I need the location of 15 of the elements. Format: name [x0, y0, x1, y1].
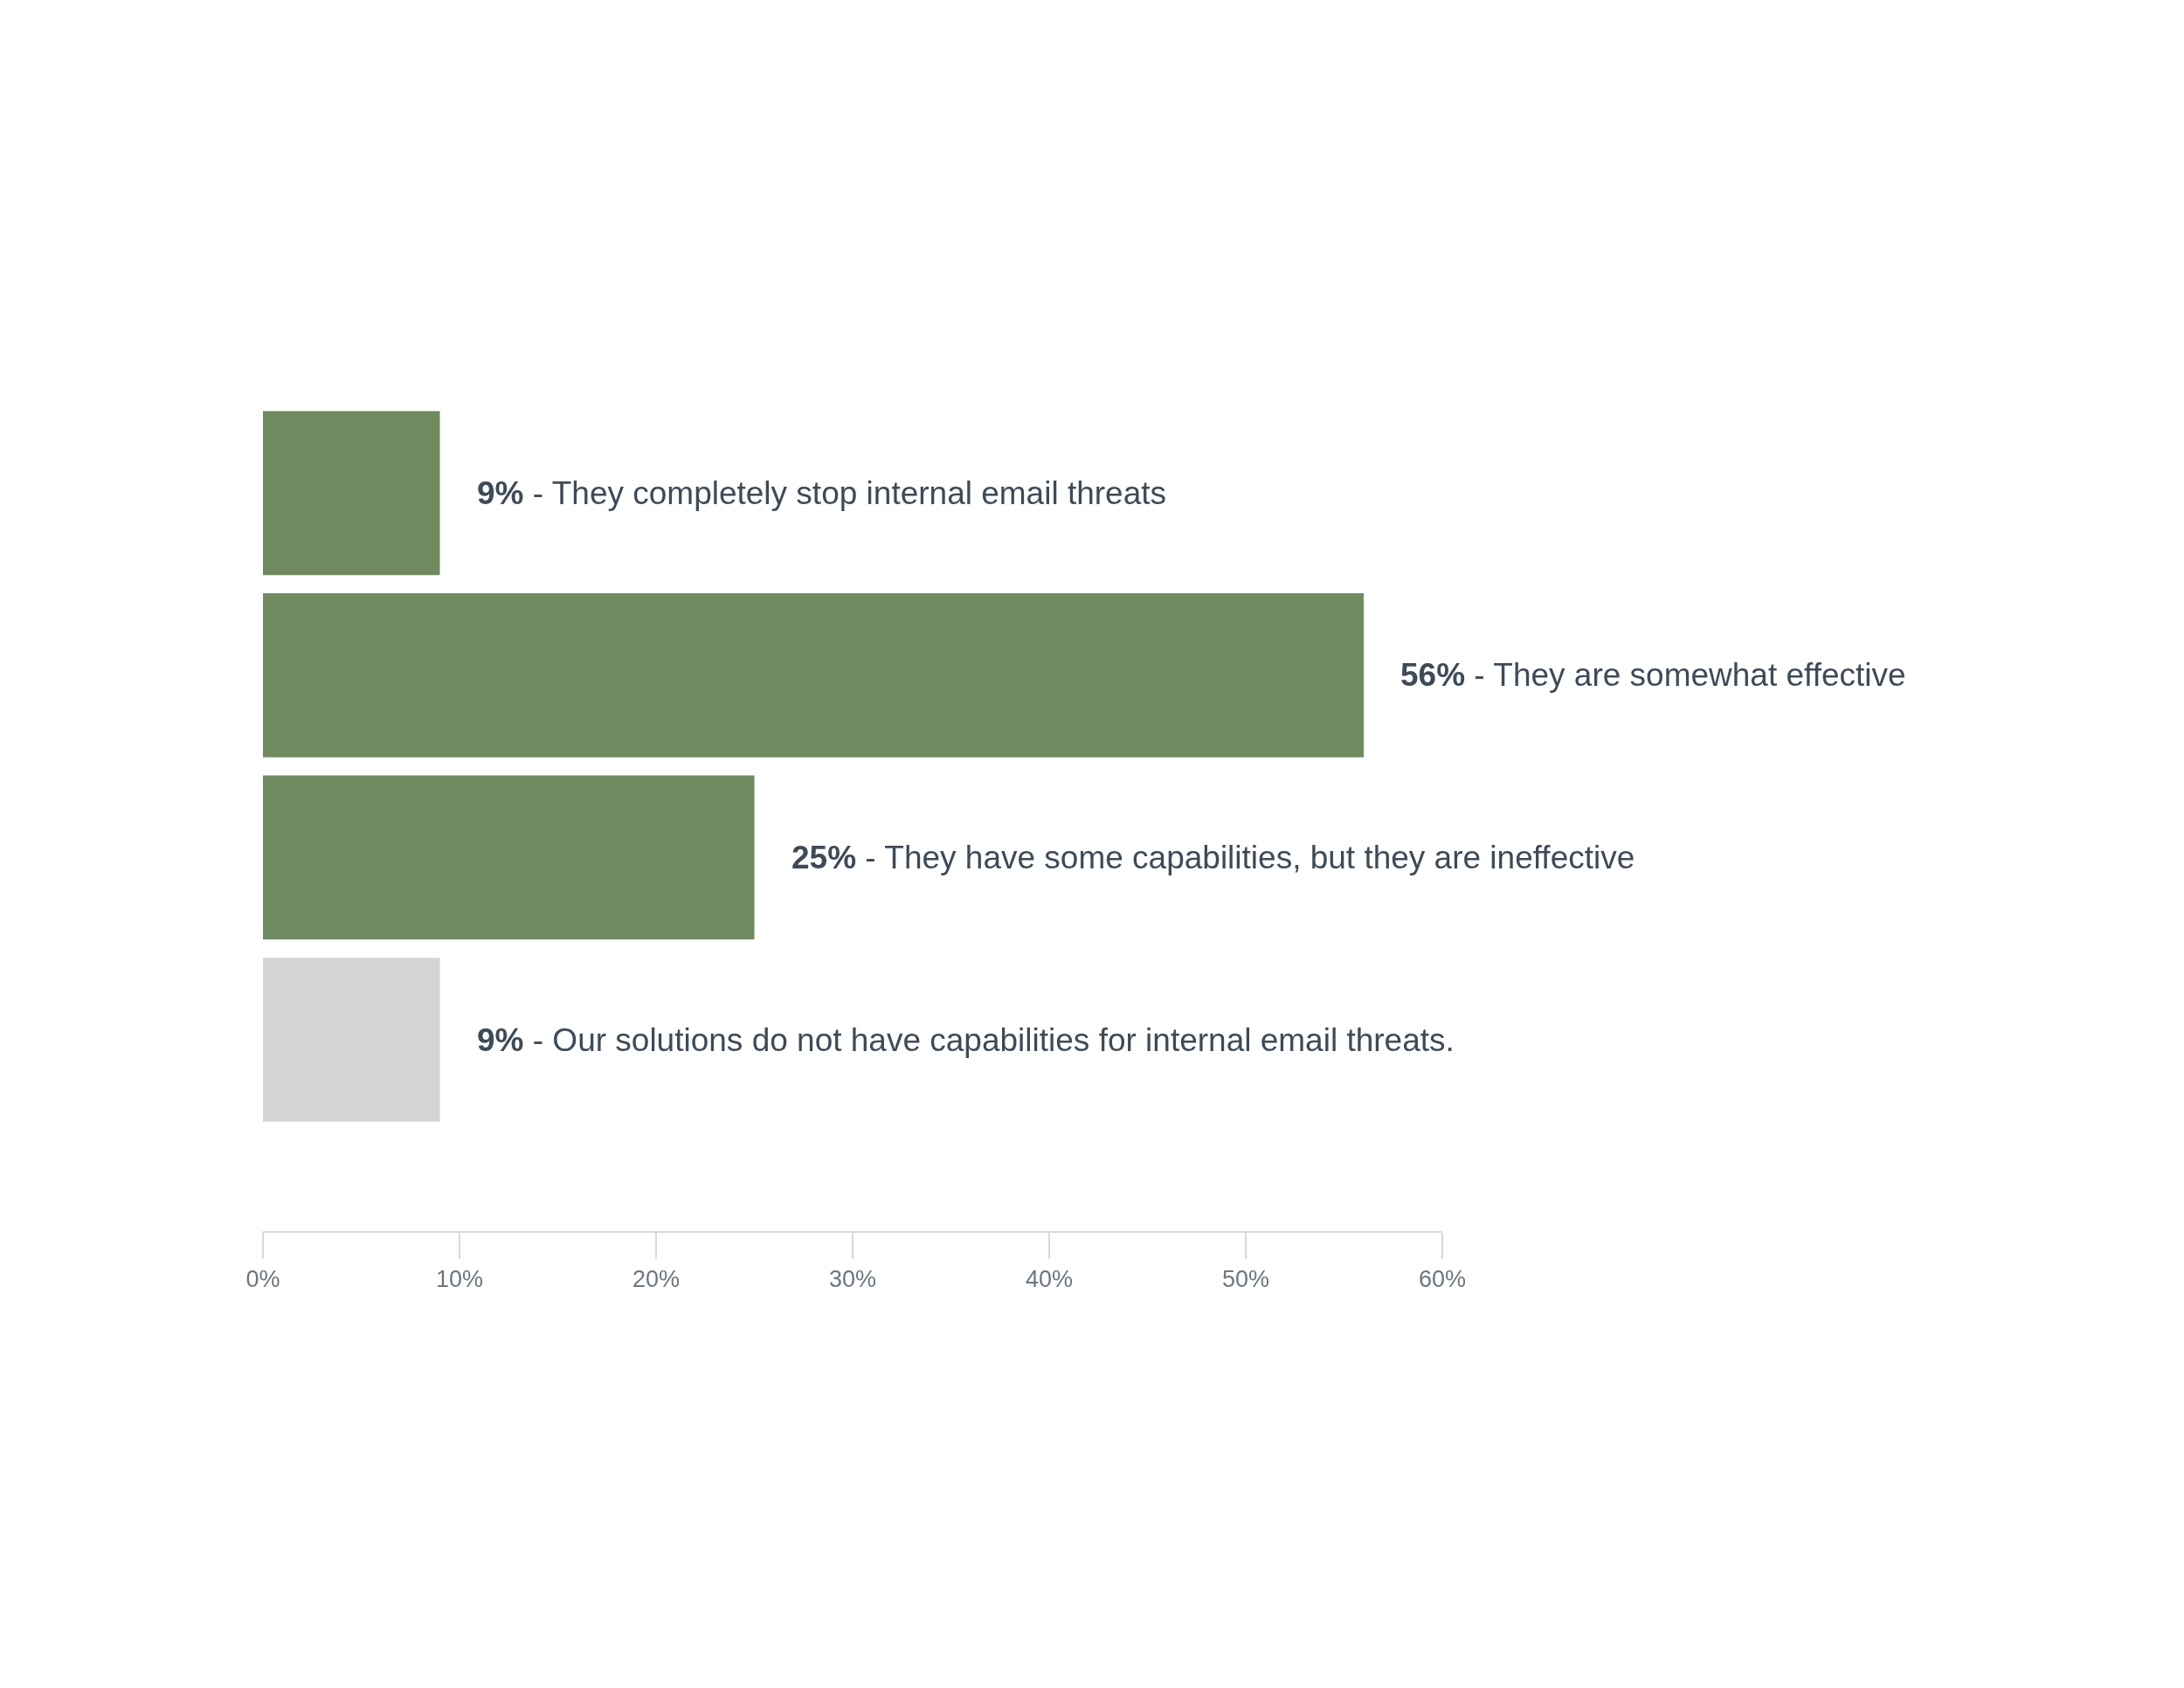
bar	[263, 411, 440, 576]
x-tick-label: 10%	[435, 1266, 484, 1293]
data-label: 56% - They are somewhat effective	[1400, 657, 1906, 693]
data-label: 25% - They have some capabilities, but they are ineffective	[791, 840, 1635, 875]
x-tick-label: 40%	[1025, 1266, 1074, 1293]
x-tick-label: 50%	[1221, 1266, 1270, 1293]
bar	[263, 593, 1364, 758]
bar	[263, 958, 440, 1122]
data-label: 9% - Our solutions do not have capabilities for internal email threats.	[477, 1022, 1455, 1058]
bar	[263, 775, 755, 940]
data-label: 9% - They completely stop internal email threats	[477, 475, 1167, 511]
x-tick-label: 60%	[1418, 1266, 1467, 1293]
x-tick-label: 0%	[245, 1266, 280, 1293]
x-tick-label: 30%	[828, 1266, 877, 1293]
x-tick-label: 20%	[632, 1266, 681, 1293]
